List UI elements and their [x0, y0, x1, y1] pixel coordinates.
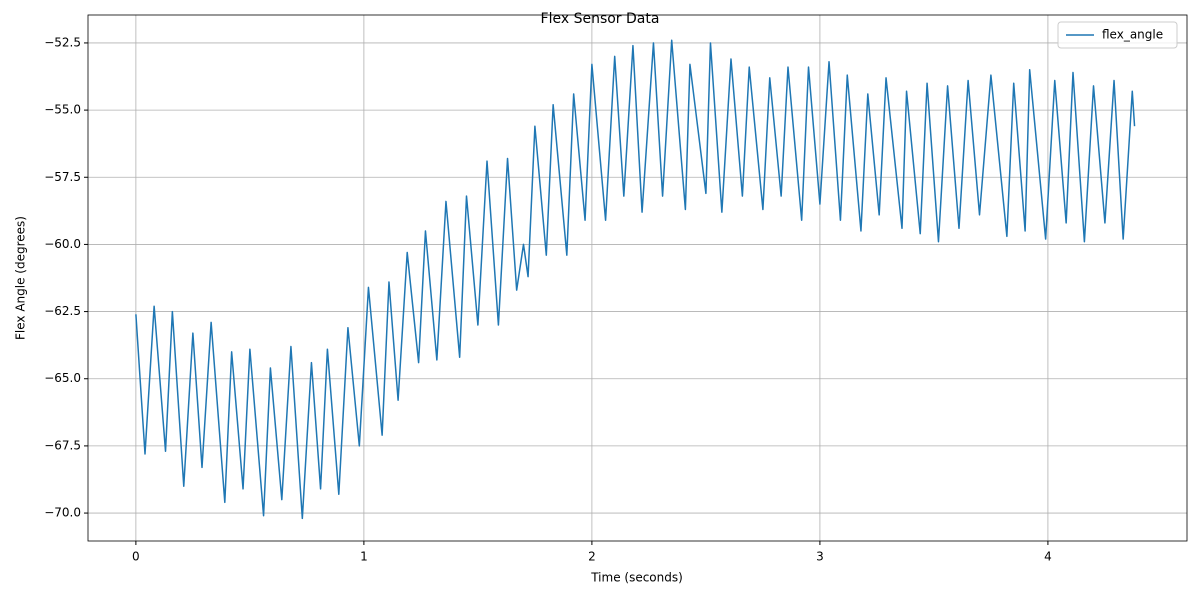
legend-label: flex_angle — [1102, 28, 1163, 42]
y-tick-label: −65.0 — [44, 371, 81, 385]
x-tick-label: 3 — [816, 550, 824, 564]
y-tick-label: −60.0 — [44, 237, 81, 251]
y-tick-label: −52.5 — [44, 35, 81, 49]
x-tick-label: 1 — [360, 550, 368, 564]
x-tick-label: 4 — [1044, 550, 1052, 564]
y-tick-label: −55.0 — [44, 103, 81, 117]
y-axis-label: Flex Angle (degrees) — [14, 216, 28, 340]
y-tick-label: −67.5 — [44, 438, 81, 452]
y-tick-label: −62.5 — [44, 304, 81, 318]
legend-box — [1057, 21, 1178, 49]
data-line — [135, 39, 1136, 520]
plot-frame — [87, 14, 1188, 542]
chart-title: Flex Sensor Data — [541, 11, 660, 27]
y-tick-label: −57.5 — [44, 170, 81, 184]
x-tick-label: 0 — [132, 550, 140, 564]
y-tick-label: −70.0 — [44, 506, 81, 520]
x-tick-label: 2 — [588, 550, 596, 564]
x-axis-label: Time (seconds) — [590, 571, 683, 585]
